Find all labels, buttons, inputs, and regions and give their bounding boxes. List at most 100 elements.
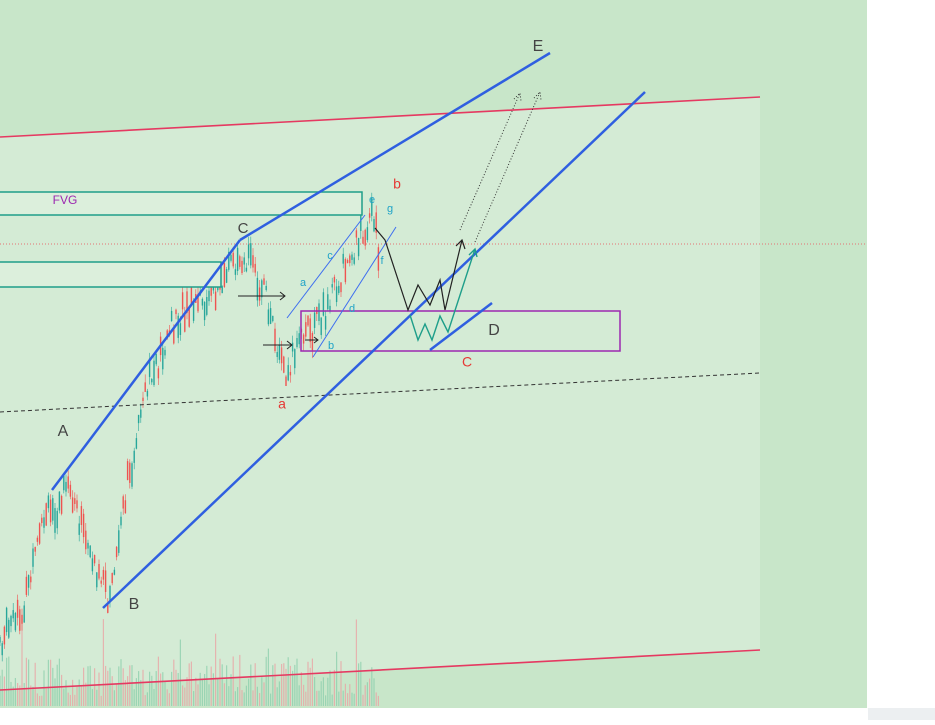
candle-body [258,287,261,301]
volume-bar [72,679,74,706]
candle-body [366,227,369,241]
volume-bar [252,690,254,706]
volume-bar [65,680,67,706]
small-arrows [238,291,319,350]
volume-bar [164,680,166,706]
candle-body [10,615,12,627]
volume-bar [336,651,338,706]
volume-bar [153,688,155,706]
volume-bar [371,667,373,706]
volume-bar [21,618,23,706]
volume-bar [133,689,135,706]
candle-body [371,197,373,216]
volume-bar [19,685,21,706]
volume-bar [296,658,298,706]
volume-bar [76,686,78,706]
candle-body [335,286,338,303]
candle-body [93,554,96,564]
candle-body [230,254,232,261]
candle-body [58,491,61,511]
volume-bar [241,690,243,706]
volume-bar [175,669,177,706]
volume-bar [69,694,71,706]
candle-body [245,267,248,272]
dotted-arrows [459,90,542,243]
volume-bar [34,662,36,706]
candle-body [16,599,19,618]
candle-body [190,287,193,305]
candle-body [60,495,63,514]
candle-body [274,328,276,352]
zone-d-box [300,310,621,352]
candle-body [96,572,98,588]
candle-body [329,305,331,311]
candle-body [357,237,360,257]
candle-body [49,499,52,523]
candle-body [104,570,107,592]
candle-body [177,315,179,338]
volume-bar [190,661,192,706]
candle-body [47,495,50,509]
candle-body [184,314,186,332]
candle-body [87,542,89,549]
volume-bar [36,693,38,706]
volume-bar [14,677,16,706]
volume-bar [149,671,151,706]
volume-bar [329,670,331,706]
volume-bar [347,693,349,706]
volume-bar [316,690,318,706]
annotation-label: b [328,340,334,352]
candle-body [5,607,8,633]
volume-bar [135,678,137,706]
candle-body [261,280,263,298]
annotation-label: B [129,596,140,613]
volume-bar [303,684,305,706]
candle-body [355,230,358,238]
annotation-label: D [488,322,500,339]
candle-body [232,252,234,267]
candle-body [181,292,184,310]
volume-bar [331,694,333,706]
candle-body [118,530,120,553]
candle-body [89,545,91,558]
candle-body [166,330,168,339]
candle-body [353,257,355,264]
volume-bar [349,684,351,706]
volume-bar [199,672,201,706]
volume-bar [358,663,360,706]
volume-bar [83,667,85,706]
volume-bar [351,692,353,706]
volume-bar [259,693,261,706]
volume-bar [340,661,342,706]
candle-body [373,219,375,232]
volume-bar [250,664,252,706]
volume-bar [39,695,41,706]
volume-bar [105,665,107,706]
candle-body [265,285,267,290]
candle-body [36,537,39,542]
annotation-label: A [58,423,69,440]
candle-body [67,476,69,489]
candle-body [283,356,285,373]
candle-body [256,277,259,301]
volume-bar [228,686,230,706]
volume-bar [234,691,236,706]
candle-body [115,546,118,558]
candle-body [346,259,349,264]
candle-body [129,462,131,483]
volume-bar [23,683,25,706]
candle-body [333,276,336,283]
volume-bar [8,656,10,706]
candle-body [146,390,149,397]
volume-bar [186,677,188,706]
candle-body [322,292,325,316]
volume-bar [369,678,371,706]
volume-bar [217,678,219,706]
volume-bar [265,656,267,706]
candle-body [186,291,188,313]
volume-bar [298,685,300,706]
annotation-label: g [387,203,393,215]
candle-body [203,301,206,321]
volume-bar [285,668,287,706]
